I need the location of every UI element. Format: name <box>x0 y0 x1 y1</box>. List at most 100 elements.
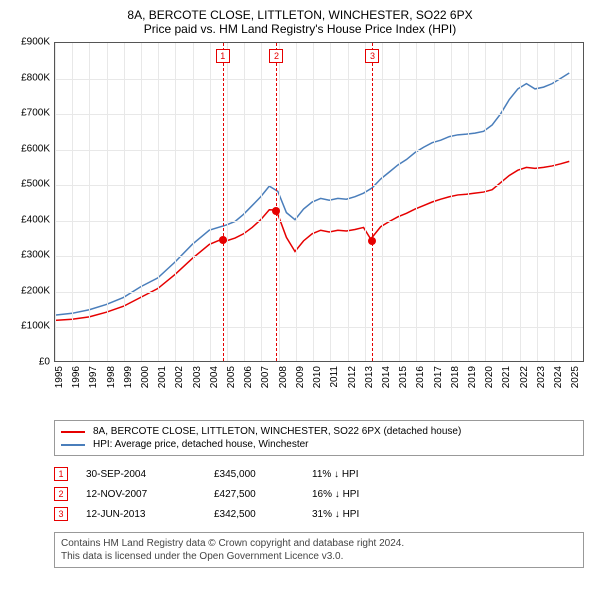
chart-container: 8A, BERCOTE CLOSE, LITTLETON, WINCHESTER… <box>0 0 600 576</box>
sales-row: 2 12-NOV-2007 £427,500 16% ↓ HPI <box>54 484 584 504</box>
sales-marker-icon: 1 <box>54 467 68 481</box>
gridline-v <box>141 43 142 361</box>
gridline-v <box>89 43 90 361</box>
gridline-v <box>107 43 108 361</box>
y-axis: £0£100K£200K£300K£400K£500K£600K£700K£80… <box>10 42 54 362</box>
x-tick-label: 2019 <box>467 366 478 388</box>
gridline-h <box>55 150 583 151</box>
x-tick-label: 2015 <box>398 366 409 388</box>
sale-marker-dot <box>272 207 280 215</box>
y-tick-label: £900K <box>21 37 50 48</box>
gridline-v <box>502 43 503 361</box>
gridline-h <box>55 221 583 222</box>
legend-row: 8A, BERCOTE CLOSE, LITTLETON, WINCHESTER… <box>61 425 577 438</box>
x-tick-label: 2020 <box>484 366 495 388</box>
y-tick-label: £100K <box>21 321 50 332</box>
chart-area: £0£100K£200K£300K£400K£500K£600K£700K£80… <box>10 42 590 412</box>
sales-diff: 31% ↓ HPI <box>312 509 402 520</box>
gridline-v <box>537 43 538 361</box>
gridline-v <box>261 43 262 361</box>
gridline-h <box>55 79 583 80</box>
y-tick-label: £0 <box>39 357 50 368</box>
legend-label: HPI: Average price, detached house, Winc… <box>93 439 309 450</box>
sales-row: 312-JUN-2013£342,50031% ↓ HPI <box>54 504 584 524</box>
gridline-v <box>72 43 73 361</box>
gridline-v <box>279 43 280 361</box>
sales-price: £342,500 <box>214 509 294 520</box>
gridline-v <box>55 43 56 361</box>
chart-subtitle: Price paid vs. HM Land Registry's House … <box>10 22 590 36</box>
sales-diff: 16% ↓ HPI <box>312 489 402 500</box>
gridline-v <box>193 43 194 361</box>
x-tick-label: 2016 <box>415 366 426 388</box>
gridline-v <box>434 43 435 361</box>
line-series-svg <box>55 43 583 361</box>
gridline-v <box>571 43 572 361</box>
sales-date: 30-SEP-2004 <box>86 469 196 480</box>
x-tick-label: 2002 <box>174 366 185 388</box>
gridline-h <box>55 114 583 115</box>
y-tick-label: £700K <box>21 108 50 119</box>
gridline-v <box>124 43 125 361</box>
gridline-v <box>227 43 228 361</box>
sales-price: £427,500 <box>214 489 294 500</box>
x-tick-label: 2023 <box>536 366 547 388</box>
sale-marker-dot <box>368 237 376 245</box>
sales-marker-icon: 2 <box>54 487 68 501</box>
gridline-h <box>55 327 583 328</box>
gridline-v <box>399 43 400 361</box>
gridline-v <box>554 43 555 361</box>
sale-marker-box: 1 <box>216 49 230 63</box>
chart-title: 8A, BERCOTE CLOSE, LITTLETON, WINCHESTER… <box>10 8 590 22</box>
x-tick-label: 2009 <box>295 366 306 388</box>
y-tick-label: £400K <box>21 214 50 225</box>
legend-label: 8A, BERCOTE CLOSE, LITTLETON, WINCHESTER… <box>93 426 461 437</box>
x-tick-label: 2001 <box>157 366 168 388</box>
sale-marker-line <box>372 43 373 361</box>
y-tick-label: £300K <box>21 250 50 261</box>
x-tick-label: 2011 <box>329 366 340 388</box>
gridline-v <box>158 43 159 361</box>
y-tick-label: £500K <box>21 179 50 190</box>
gridline-v <box>485 43 486 361</box>
x-tick-label: 2006 <box>243 366 254 388</box>
legend-row: HPI: Average price, detached house, Winc… <box>61 438 577 451</box>
legend-swatch <box>61 444 85 446</box>
x-tick-label: 2021 <box>501 366 512 388</box>
attribution-line: Contains HM Land Registry data © Crown c… <box>61 537 577 550</box>
sales-date: 12-NOV-2007 <box>86 489 196 500</box>
gridline-h <box>55 292 583 293</box>
legend-swatch <box>61 431 85 433</box>
sales-date: 12-JUN-2013 <box>86 509 196 520</box>
x-tick-label: 2025 <box>570 366 581 388</box>
gridline-v <box>244 43 245 361</box>
x-tick-label: 2013 <box>364 366 375 388</box>
x-axis: 1995199619971998199920002001200220032004… <box>54 362 584 412</box>
x-tick-label: 1998 <box>106 366 117 388</box>
attribution: Contains HM Land Registry data © Crown c… <box>54 532 584 568</box>
x-tick-label: 2000 <box>140 366 151 388</box>
x-tick-label: 2024 <box>553 366 564 388</box>
gridline-v <box>520 43 521 361</box>
x-tick-label: 1996 <box>71 366 82 388</box>
gridline-h <box>55 256 583 257</box>
gridline-v <box>416 43 417 361</box>
y-tick-label: £200K <box>21 285 50 296</box>
x-tick-label: 1997 <box>88 366 99 388</box>
sales-row: 1 30-SEP-2004 £345,000 11% ↓ HPI <box>54 464 584 484</box>
x-tick-label: 2005 <box>226 366 237 388</box>
gridline-v <box>451 43 452 361</box>
sales-price: £345,000 <box>214 469 294 480</box>
legend: 8A, BERCOTE CLOSE, LITTLETON, WINCHESTER… <box>54 420 584 456</box>
attribution-line: This data is licensed under the Open Gov… <box>61 550 577 563</box>
gridline-v <box>382 43 383 361</box>
sales-diff: 11% ↓ HPI <box>312 469 402 480</box>
plot-area: 123 <box>54 42 584 362</box>
gridline-v <box>210 43 211 361</box>
sale-marker-dot <box>219 236 227 244</box>
gridline-v <box>175 43 176 361</box>
sale-marker-line <box>276 43 277 361</box>
sale-marker-line <box>223 43 224 361</box>
x-tick-label: 2014 <box>381 366 392 388</box>
sale-marker-box: 3 <box>365 49 379 63</box>
